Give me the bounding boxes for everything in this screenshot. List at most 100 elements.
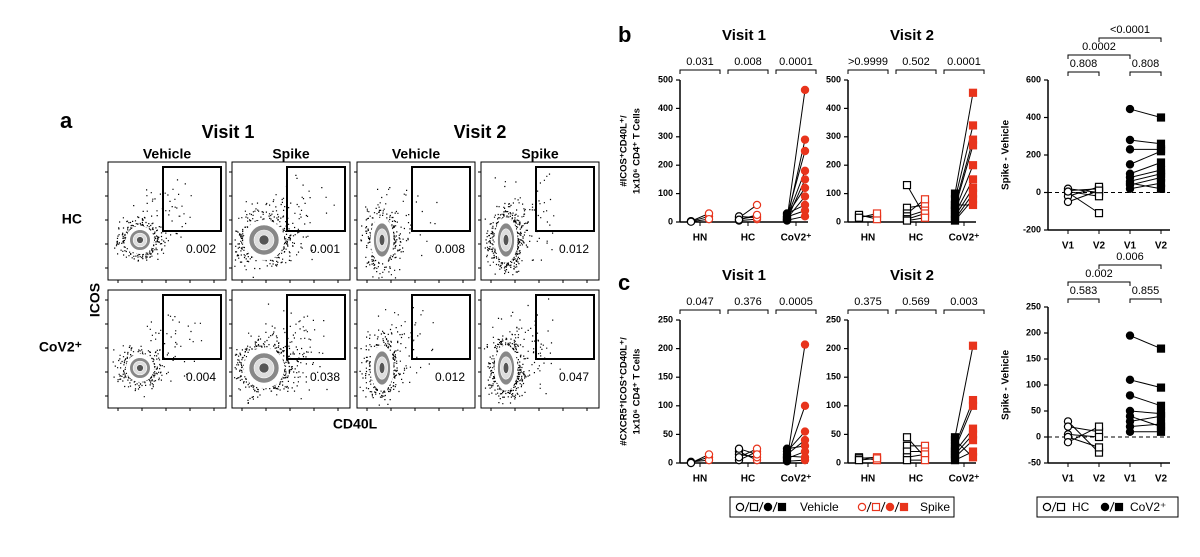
contour [378, 234, 386, 246]
gate-value: 0.038 [310, 370, 340, 384]
bracket [943, 69, 985, 74]
bracket [943, 309, 985, 314]
p-value: 0.047 [686, 296, 714, 308]
contour [258, 234, 270, 246]
bracket [895, 309, 937, 314]
y-tick-label: 200 [1026, 327, 1041, 337]
data-point [1156, 401, 1166, 410]
pair-line [786, 187, 806, 216]
y-tick-label: 300 [826, 131, 841, 141]
bracket [727, 69, 769, 74]
data-point [1094, 443, 1104, 452]
p-value: 0.0005 [779, 296, 813, 308]
data-point [1156, 383, 1166, 392]
p-value: 0.808 [1070, 58, 1098, 70]
data-point [968, 121, 978, 130]
bracket [679, 69, 721, 74]
pair-line [1129, 150, 1162, 165]
y-tick-label: 400 [826, 103, 841, 113]
panel-label: b [618, 22, 631, 47]
legend-label: HC [1072, 500, 1090, 514]
x-tick-label: V1 [1062, 241, 1075, 252]
data-point [950, 216, 960, 225]
y-tick-label: 250 [1026, 301, 1041, 311]
pair-line [1129, 415, 1162, 428]
x-tick-label: HN [693, 474, 707, 485]
bracket [727, 309, 769, 314]
data-point [704, 450, 714, 459]
y-tick-label: 300 [658, 131, 673, 141]
data-point [1156, 422, 1166, 431]
y-tick-label: 0 [1036, 431, 1041, 441]
event-dots [483, 298, 561, 405]
pair-line [1129, 169, 1162, 178]
data-point [734, 444, 744, 453]
y-tick-label: 0 [668, 457, 673, 467]
p-value: 0.003 [950, 296, 978, 308]
x-tick-label: HC [741, 474, 755, 485]
visit-title: Visit 2 [454, 122, 507, 142]
data-point [1114, 502, 1124, 512]
event-dots [234, 303, 328, 404]
data-point [1056, 502, 1066, 512]
y-tick-label: 0 [836, 216, 841, 226]
data-point [800, 135, 810, 144]
y-tick-label: 50 [663, 429, 673, 439]
y-axis-label: #ICOS⁺CD40L⁺/ [619, 115, 630, 187]
data-point [968, 401, 978, 410]
data-point [752, 450, 762, 459]
plot-frame [231, 161, 351, 281]
bracket [775, 309, 817, 314]
p-value: 0.808 [1132, 58, 1160, 70]
data-point [782, 444, 792, 453]
data-point [968, 200, 978, 210]
pair-line [1067, 436, 1100, 448]
pair-line [1129, 335, 1162, 350]
plot-frame [480, 289, 600, 409]
chart-title: Visit 2 [890, 267, 934, 284]
data-point [902, 180, 912, 190]
x-tick-label: HC [909, 474, 923, 485]
data-point [800, 146, 810, 156]
pair-line [1067, 186, 1100, 197]
event-dots [114, 179, 192, 262]
data-point [1063, 197, 1073, 207]
bracket [1067, 298, 1100, 303]
data-point [899, 502, 909, 512]
x-tick-label: CoV2⁺ [781, 233, 812, 244]
bracket [775, 69, 817, 74]
bracket [1067, 54, 1131, 59]
y-axis-label: ICOS [87, 283, 103, 317]
pair-line [786, 150, 806, 217]
x-tick-label: V2 [1155, 474, 1168, 485]
y-tick-label: 250 [826, 314, 841, 324]
data-point [968, 175, 978, 184]
data-point [854, 213, 864, 222]
data-point [1063, 187, 1073, 196]
data-point [1042, 502, 1052, 512]
data-point [782, 457, 792, 466]
contour [258, 362, 270, 374]
bracket [1129, 298, 1162, 303]
y-tick-label: 400 [658, 103, 673, 113]
x-tick-label: CoV2⁺ [949, 474, 980, 485]
data-point [857, 502, 867, 512]
chart-title: Visit 1 [722, 27, 766, 44]
pair-line [1129, 139, 1162, 145]
data-point [800, 192, 810, 201]
pair-line [1129, 410, 1162, 415]
p-value: 0.583 [1070, 285, 1098, 297]
p-value: 0.376 [734, 296, 762, 308]
column-header: Vehicle [392, 146, 440, 162]
pair-line [1067, 433, 1100, 438]
gate [411, 166, 471, 232]
panel-label: c [618, 270, 630, 295]
data-point [749, 502, 759, 512]
data-point [800, 212, 810, 221]
data-point [968, 141, 978, 150]
y-tick-label: 200 [1026, 149, 1041, 159]
separator [894, 501, 900, 513]
y-tick-label: 200 [658, 160, 673, 170]
data-point [1125, 104, 1135, 114]
